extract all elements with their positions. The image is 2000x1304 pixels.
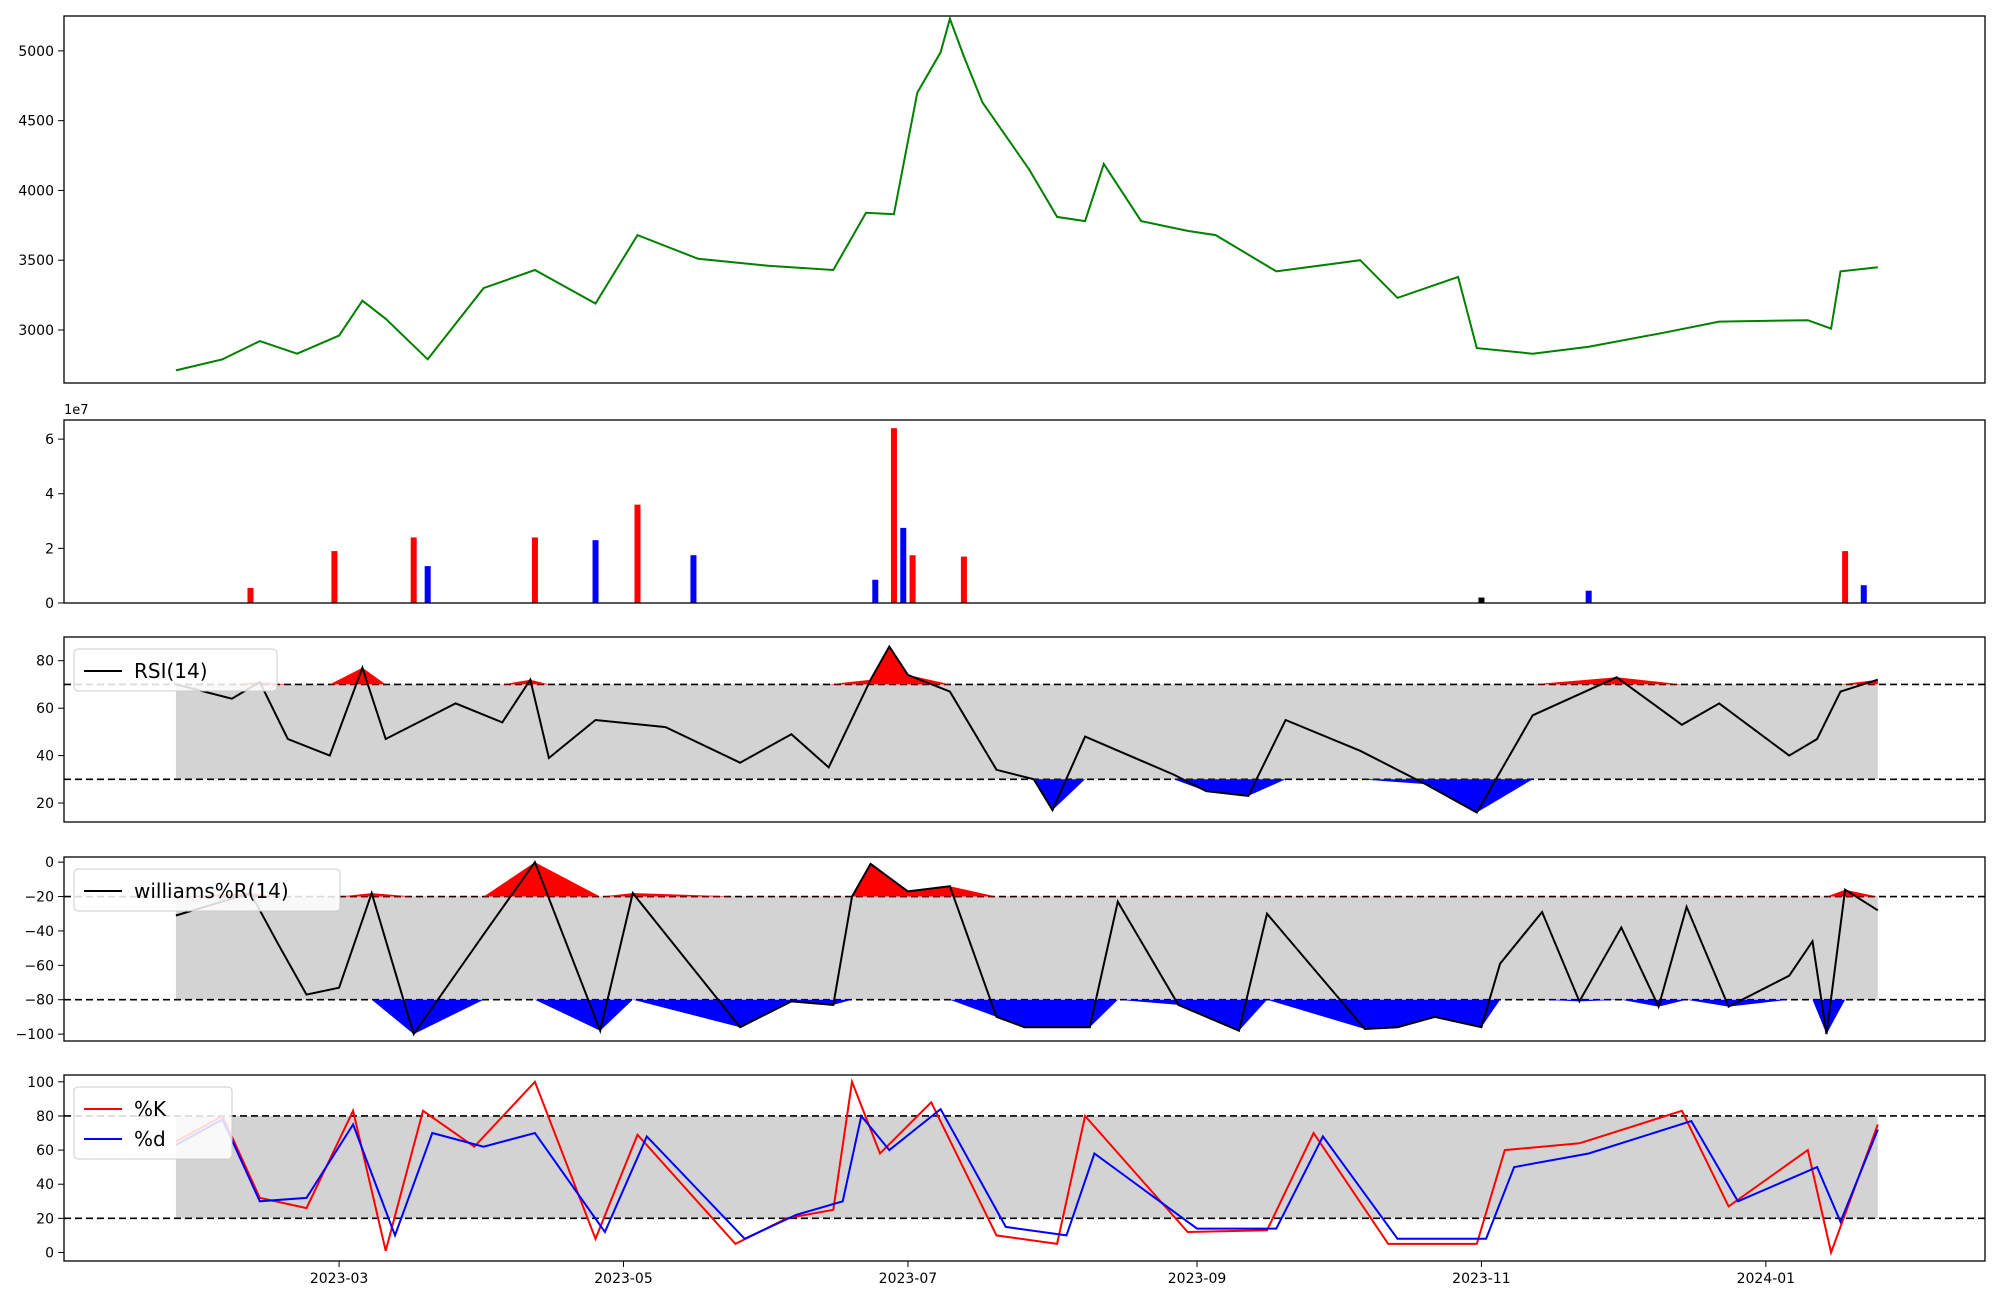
volume-bar: [634, 504, 641, 603]
volume-bar: [1478, 597, 1485, 603]
plot-frame: [63, 856, 1986, 1042]
williams-r-panel: 0 −20 −40 −60 −80 −100 williams%R(14): [16, 855, 1986, 1043]
plot-frame: [63, 419, 1986, 604]
y-tick-label: 3500: [18, 253, 54, 269]
y-tick-label: 3000: [18, 323, 54, 339]
rsi-panel: 20 40 60 80 RSI(14): [36, 636, 1986, 823]
legend-box: [73, 648, 278, 692]
x-tick-label: 2023-05: [594, 1271, 653, 1287]
legend-label: %K: [134, 1097, 167, 1121]
y-tick-label: 80: [36, 654, 54, 670]
y-tick-label: −80: [24, 993, 54, 1009]
oversold-fill: [175, 779, 1878, 813]
volume-bar: [890, 428, 897, 603]
neutral-band: [175, 896, 1878, 1000]
y-tick-label: 4000: [18, 183, 54, 199]
volume-bar: [1860, 585, 1867, 603]
y-tick-label: 6: [45, 432, 54, 448]
legend-label: williams%R(14): [134, 879, 289, 903]
volume-panel: 0 2 4 6 1e7: [45, 403, 1986, 612]
y-tick-label: −100: [16, 1027, 54, 1043]
y-tick-label: 40: [36, 1177, 54, 1193]
y-tick-label: 100: [27, 1075, 54, 1091]
neutral-band: [175, 684, 1878, 780]
y-tick-label: −40: [24, 924, 54, 940]
stochastic-panel: 0 20 40 60 80 100 2023-03 2023-05 2023-07 2023-09…: [27, 1074, 1986, 1287]
y-tick-label: 20: [36, 796, 54, 812]
overbought-fill: [175, 862, 1878, 897]
y-tick-label: 60: [36, 1143, 54, 1159]
d-line: [175, 1107, 1879, 1241]
y-tick-label: 20: [36, 1211, 54, 1227]
volume-bar: [331, 551, 338, 603]
volume-bar: [531, 537, 538, 603]
volume-bar: [247, 587, 254, 603]
oversold-fill: [175, 999, 1878, 1035]
plot-frame: [63, 15, 1986, 384]
plot-frame: [63, 1074, 1986, 1262]
volume-bar: [960, 556, 967, 603]
y-tick-label: 2: [45, 541, 54, 557]
y-tick-label: 60: [36, 701, 54, 717]
x-tick-label: 2023-07: [879, 1271, 938, 1287]
volume-bar: [900, 527, 907, 603]
overbought-fill: [175, 646, 1878, 685]
price-panel: 3000 3500 4000 4500 5000: [18, 15, 1986, 384]
volume-bar: [909, 555, 916, 603]
legend-box: [73, 868, 341, 912]
x-tick-label: 2023-03: [310, 1271, 369, 1287]
y-tick-label: −20: [24, 890, 54, 906]
volume-bar: [410, 537, 417, 603]
legend-box: [73, 1086, 233, 1160]
legend-label: %d: [134, 1127, 166, 1151]
x-tick-label: 2023-09: [1168, 1271, 1227, 1287]
indicator-line: [175, 860, 1879, 1037]
y-tick-label: 0: [45, 1245, 54, 1261]
axis-offset-label: 1e7: [64, 403, 89, 418]
y-tick-label: 4: [45, 487, 54, 503]
volume-bar: [1585, 590, 1592, 603]
y-tick-label: 0: [45, 855, 54, 871]
x-tick-label: 2024-01: [1737, 1271, 1796, 1287]
y-tick-label: 80: [36, 1109, 54, 1125]
y-tick-label: 4500: [18, 114, 54, 130]
legend-label: RSI(14): [134, 659, 208, 683]
volume-bar: [872, 579, 879, 603]
y-tick-label: 40: [36, 749, 54, 765]
price-line: [175, 15, 1878, 372]
x-tick-label: 2023-11: [1452, 1271, 1511, 1287]
y-tick-label: 0: [45, 596, 54, 612]
volume-bar: [690, 555, 697, 603]
neutral-band: [175, 1115, 1878, 1219]
y-tick-label: 5000: [18, 44, 54, 60]
y-tick-label: −60: [24, 958, 54, 974]
volume-bar: [1842, 551, 1849, 603]
volume-bar: [592, 540, 599, 603]
indicator-line: [175, 644, 1879, 814]
plot-frame: [63, 636, 1986, 823]
volume-bar: [424, 566, 431, 603]
